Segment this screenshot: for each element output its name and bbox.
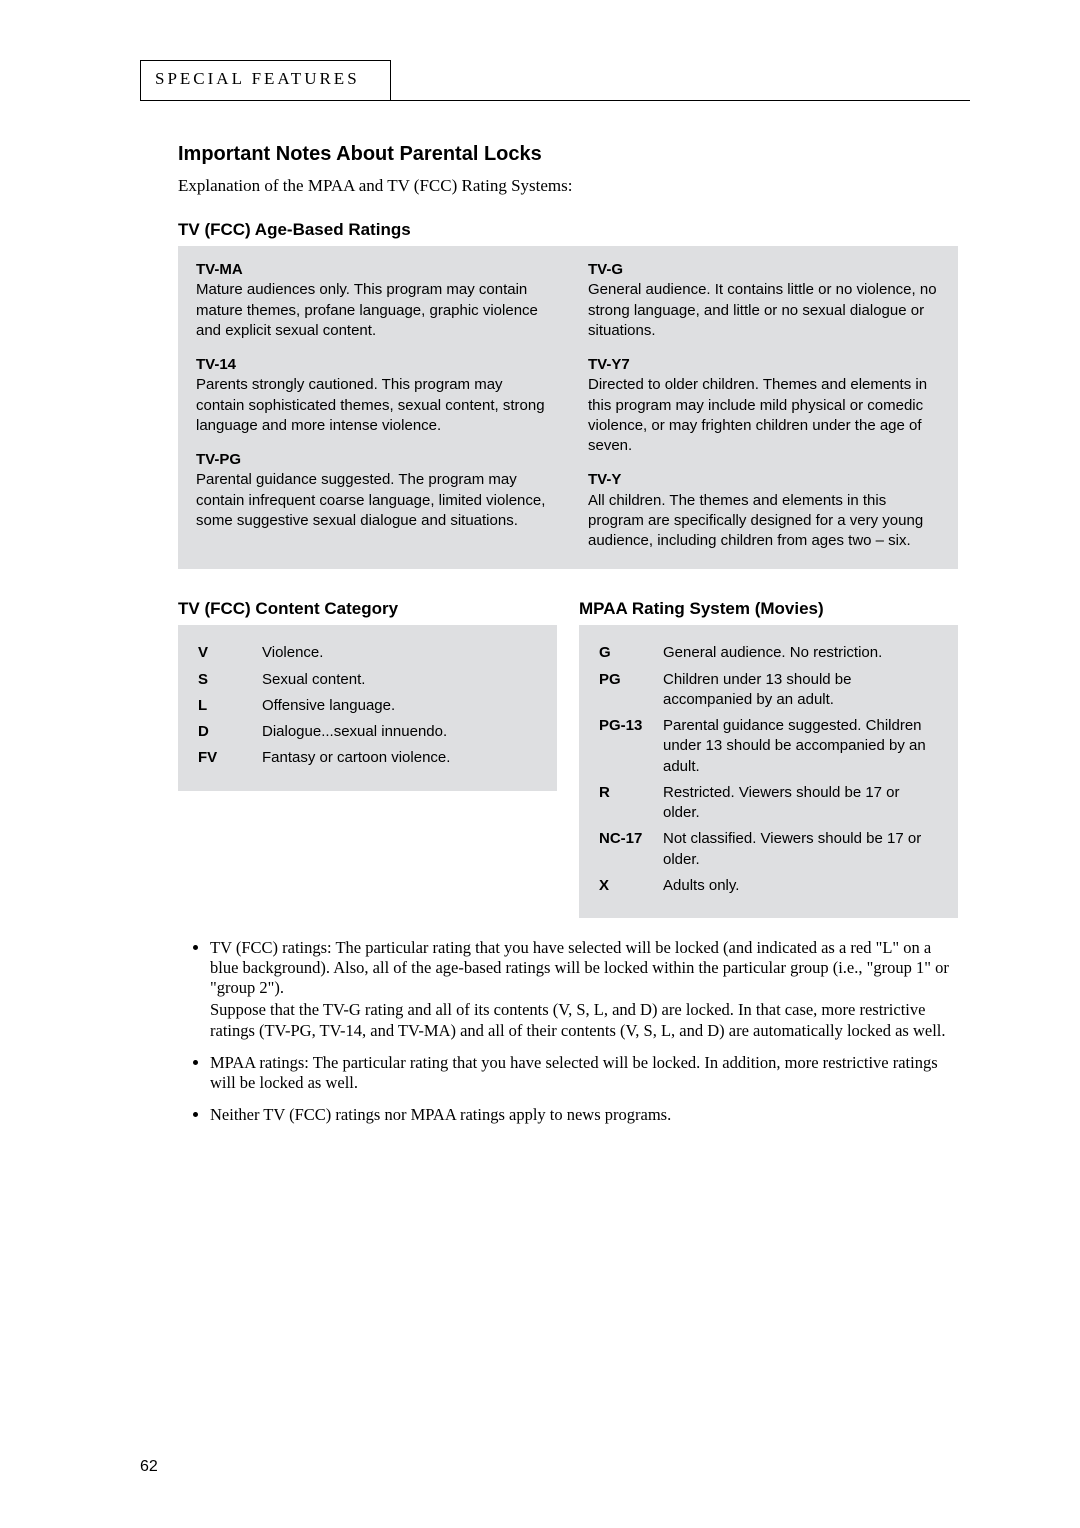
table-row: FVFantasy or cartoon violence. (198, 746, 537, 770)
rating-key: FV (198, 746, 260, 770)
notes-list: TV (FCC) ratings: The particular rating … (178, 938, 958, 1125)
age-based-box: TV-MA Mature audiences only. This progra… (178, 246, 958, 569)
content-cat-title: TV (FCC) Content Category (178, 599, 557, 619)
rating-desc: Fantasy or cartoon violence. (262, 746, 537, 770)
rating-key: S (198, 668, 260, 692)
bullet-subtext: Suppose that the TV-G rating and all of … (210, 1000, 954, 1040)
subtitle: Explanation of the MPAA and TV (FCC) Rat… (178, 176, 958, 196)
bullet-text: TV (FCC) ratings: The particular rating … (210, 938, 949, 997)
rating-key: G (599, 641, 661, 665)
page-number: 62 (140, 1458, 158, 1476)
rating-key: D (198, 720, 260, 744)
rating-key: PG (599, 668, 661, 713)
section-tab-label: SPECIAL FEATURES (155, 69, 360, 88)
age-right-col: TV-G General audience. It contains littl… (588, 260, 940, 551)
rating-body: Parents strongly cautioned. This program… (196, 375, 548, 436)
rating-key: V (198, 641, 260, 665)
table-row: SSexual content. (198, 668, 537, 692)
table-row: PGChildren under 13 should be accompanie… (599, 668, 938, 713)
table-row: DDialogue...sexual innuendo. (198, 720, 537, 744)
rating-key: PG-13 (599, 714, 661, 779)
rating-key: NC-17 (599, 827, 661, 872)
rating-desc: Children under 13 should be accompanied … (663, 668, 938, 713)
rating-desc: General audience. No restriction. (663, 641, 938, 665)
rating-key: L (198, 694, 260, 718)
list-item: MPAA ratings: The particular rating that… (210, 1053, 954, 1093)
rating-desc: Sexual content. (262, 668, 537, 692)
rating-head: TV-Y7 (588, 355, 940, 375)
rating-head: TV-G (588, 260, 940, 280)
list-item: TV (FCC) ratings: The particular rating … (210, 938, 954, 1041)
bullet-text: MPAA ratings: The particular rating that… (210, 1053, 938, 1092)
rating-head: TV-PG (196, 450, 548, 470)
rating-body: All children. The themes and elements in… (588, 491, 940, 552)
content-cat-table: VViolence. SSexual content. LOffensive l… (196, 639, 539, 772)
table-row: XAdults only. (599, 874, 938, 898)
rating-body: Directed to older children. Themes and e… (588, 375, 940, 456)
table-row: RRestricted. Viewers should be 17 or old… (599, 781, 938, 826)
mpaa-title: MPAA Rating System (Movies) (579, 599, 958, 619)
main-title: Important Notes About Parental Locks (178, 143, 958, 166)
content-cat-col: TV (FCC) Content Category VViolence. SSe… (178, 599, 557, 918)
mpaa-col: MPAA Rating System (Movies) GGeneral aud… (579, 599, 958, 918)
rating-desc: Restricted. Viewers should be 17 or olde… (663, 781, 938, 826)
table-row: GGeneral audience. No restriction. (599, 641, 938, 665)
rating-desc: Violence. (262, 641, 537, 665)
rating-desc: Adults only. (663, 874, 938, 898)
rating-head: TV-14 (196, 355, 548, 375)
bullet-text: Neither TV (FCC) ratings nor MPAA rating… (210, 1105, 671, 1124)
rating-desc: Dialogue...sexual innuendo. (262, 720, 537, 744)
rating-key: R (599, 781, 661, 826)
rating-body: General audience. It contains little or … (588, 280, 940, 341)
list-item: Neither TV (FCC) ratings nor MPAA rating… (210, 1105, 954, 1125)
table-row: NC-17Not classified. Viewers should be 1… (599, 827, 938, 872)
age-left-col: TV-MA Mature audiences only. This progra… (196, 260, 548, 551)
rating-desc: Offensive language. (262, 694, 537, 718)
rating-key: X (599, 874, 661, 898)
mpaa-box: GGeneral audience. No restriction. PGChi… (579, 625, 958, 918)
rating-head: TV-Y (588, 470, 940, 490)
rating-body: Mature audiences only. This program may … (196, 280, 548, 341)
table-row: LOffensive language. (198, 694, 537, 718)
table-row: VViolence. (198, 641, 537, 665)
section-tab: SPECIAL FEATURES (140, 60, 391, 101)
table-row: PG-13Parental guidance suggested. Childr… (599, 714, 938, 779)
rating-desc: Parental guidance suggested. Children un… (663, 714, 938, 779)
age-based-title: TV (FCC) Age-Based Ratings (178, 220, 958, 240)
rating-head: TV-MA (196, 260, 548, 280)
content-cat-box: VViolence. SSexual content. LOffensive l… (178, 625, 557, 790)
rating-body: Parental guidance suggested. The program… (196, 470, 548, 531)
rating-desc: Not classified. Viewers should be 17 or … (663, 827, 938, 872)
mpaa-table: GGeneral audience. No restriction. PGChi… (597, 639, 940, 900)
